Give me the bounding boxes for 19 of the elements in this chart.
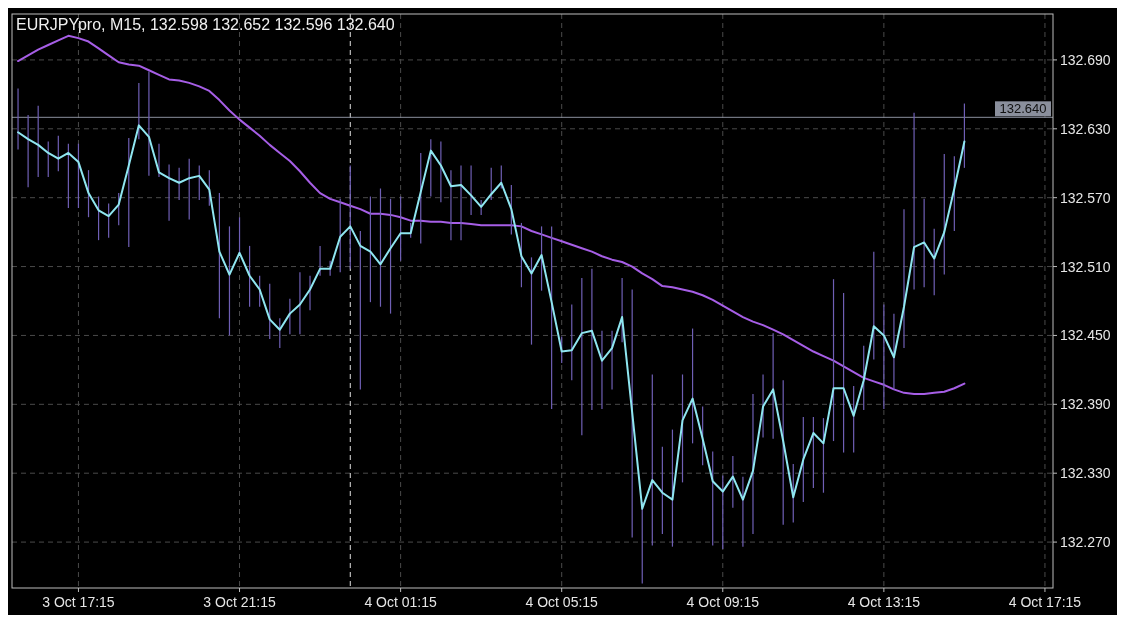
x-tick-label: 3 Oct 17:15 — [42, 594, 115, 610]
x-tick-label: 4 Oct 13:15 — [847, 594, 921, 610]
chart-title: EURJPYpro, M15, 132.598 132.652 132.596 132.640 — [16, 16, 395, 33]
x-tick-label: 4 Oct 05:15 — [525, 594, 599, 610]
x-tick-label: 4 Oct 17:15 — [1008, 594, 1082, 610]
line-series — [17, 34, 966, 395]
ref-line-label: 132.640 — [999, 101, 1047, 117]
y-tick-label: 132.510 — [1060, 258, 1111, 275]
x-tick-label: 4 Oct 01:15 — [364, 594, 438, 610]
x-tick-label: 3 Oct 21:15 — [203, 594, 276, 610]
y-tick-label: 132.450 — [1060, 327, 1111, 344]
y-tick-label: 132.690 — [1060, 51, 1111, 68]
y-tick-label: 132.330 — [1060, 465, 1111, 482]
y-tick-label: 132.570 — [1060, 189, 1111, 206]
line-series — [17, 124, 966, 510]
y-tick-label: 132.270 — [1060, 534, 1111, 551]
y-tick-label: 132.630 — [1060, 120, 1111, 137]
y-tick-label: 132.390 — [1060, 396, 1111, 413]
x-tick-label: 4 Oct 09:15 — [686, 594, 760, 610]
